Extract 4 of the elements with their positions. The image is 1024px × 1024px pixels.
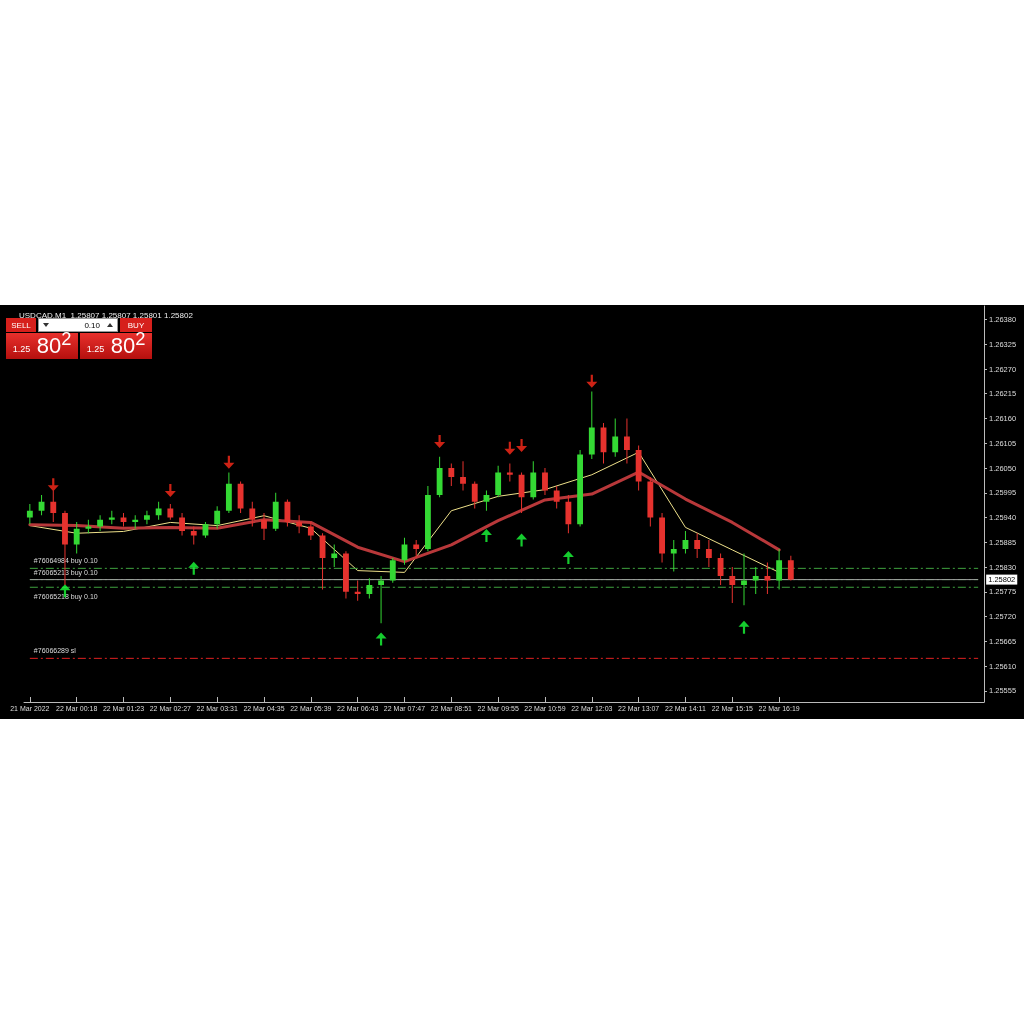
annotation: SELL [6,318,36,332]
annotation: 0.10 [83,320,101,330]
annotation: BUY [120,318,152,332]
text: USDCAD,M1 1.25807 1.25807 1.25801 1.25802 [19,310,194,320]
